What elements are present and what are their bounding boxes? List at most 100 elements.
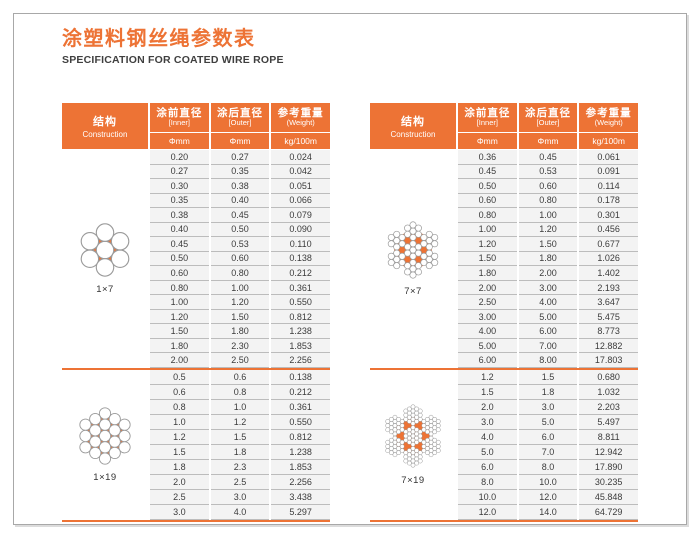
table-row: 0.40 0.50 0.090 xyxy=(150,222,331,238)
table-cell: 0.45 xyxy=(210,208,270,223)
table-cell: 0.550 xyxy=(271,295,331,310)
table-cell: 0.212 xyxy=(271,385,331,400)
table-cell: 1.80 xyxy=(518,251,578,267)
construction-header-zh: 结构 xyxy=(93,116,117,128)
table-cell: 30.235 xyxy=(579,475,639,490)
table-cell: 1.50 xyxy=(210,309,270,325)
construction-cell: 7×19 xyxy=(370,370,456,520)
table-cell: 3.0 xyxy=(458,415,517,430)
column-header-en: [Outer] xyxy=(228,118,252,128)
table-cell: 17.803 xyxy=(579,353,639,368)
table-cell: 5.00 xyxy=(518,309,578,325)
table-row: 2.00 3.00 2.193 xyxy=(458,280,639,296)
table-cell: 1.026 xyxy=(579,251,639,267)
table-cell: 5.00 xyxy=(458,338,517,354)
table-row: 3.0 5.0 5.497 xyxy=(458,415,639,430)
wire-rope-diagram-7x7 xyxy=(384,221,442,279)
table-cell: 2.3 xyxy=(210,460,270,475)
table-cell: 0.456 xyxy=(579,222,639,238)
table-row: 0.35 0.40 0.066 xyxy=(150,193,331,209)
table-row: 1.20 1.50 0.677 xyxy=(458,237,639,252)
table-cell: 6.00 xyxy=(458,353,517,368)
table-cell: 1.5 xyxy=(458,385,517,400)
table-cell: 0.301 xyxy=(579,208,639,223)
table-cell: 4.0 xyxy=(458,430,517,445)
wire-rope-diagram-1x19 xyxy=(76,407,134,465)
table-cell: 1.8 xyxy=(150,460,209,475)
table-row: 12.0 14.0 64.729 xyxy=(458,505,639,520)
table-row: 1.50 1.80 1.238 xyxy=(150,324,331,339)
table-cell: 1.50 xyxy=(150,324,209,339)
table-row: 6.00 8.00 17.803 xyxy=(458,353,639,368)
table-cell: 7.00 xyxy=(518,338,578,354)
table-header: 结构 Construction 涂前直径 [Inner] Φmm 涂后直径 [Outer] Φ… xyxy=(370,103,639,149)
table-cell: 0.812 xyxy=(271,430,331,445)
table-row: 0.45 0.53 0.110 xyxy=(150,237,331,252)
column-header-title: 涂后直径 [Outer] xyxy=(518,103,578,133)
table-row: 0.38 0.45 0.079 xyxy=(150,208,331,223)
column-header-zh: 涂前直径 xyxy=(464,107,511,120)
table-row: 0.80 1.00 0.301 xyxy=(458,208,639,223)
table-cell: 1.80 xyxy=(210,324,270,339)
column-header: 涂后直径 [Outer] Φmm xyxy=(210,103,270,149)
table-cell: 0.680 xyxy=(579,370,639,385)
column-header-en: [Outer] xyxy=(536,118,560,128)
data-rows: 0.36 0.45 0.061 0.45 0.53 0.091 0.50 0.60 0.114 0… xyxy=(458,150,639,368)
table-cell: 0.061 xyxy=(579,150,639,165)
table-cell: 0.110 xyxy=(271,237,331,252)
wire-rope-diagram-1x7 xyxy=(78,223,132,277)
table-cell: 2.5 xyxy=(150,490,209,505)
table-cell: 2.30 xyxy=(210,338,270,354)
table-row: 0.60 0.80 0.178 xyxy=(458,193,639,209)
table-cell: 0.361 xyxy=(271,280,331,296)
table-cell: 0.80 xyxy=(210,266,270,281)
table-cell: 1.8 xyxy=(210,445,270,460)
data-rows: 0.20 0.27 0.024 0.27 0.35 0.042 0.30 0.38 0.051 0… xyxy=(150,150,331,368)
table-row: 1.0 1.2 0.550 xyxy=(150,415,331,430)
page-title: 涂塑料钢丝绳参数表 xyxy=(62,28,256,50)
table-cell: 8.811 xyxy=(579,430,639,445)
data-rows: 1.2 1.5 0.680 1.5 1.8 1.032 2.0 3.0 2.203 3.0 5.0 5… xyxy=(458,370,639,520)
column-header-en: (Weight) xyxy=(286,118,315,128)
table-cell: 0.178 xyxy=(579,193,639,209)
table-cell: 1.2 xyxy=(210,415,270,430)
table-cell: 0.38 xyxy=(150,208,209,223)
table-row: 1.5 1.8 1.032 xyxy=(458,385,639,400)
column-unit-label: kg/100m xyxy=(284,136,317,146)
table-row: 5.00 7.00 12.882 xyxy=(458,338,639,354)
table-cell: 0.40 xyxy=(150,222,209,238)
table-cell: 0.60 xyxy=(458,193,517,209)
table-row: 4.0 6.0 8.811 xyxy=(458,430,639,445)
content-frame xyxy=(13,13,687,525)
table-cell: 1.80 xyxy=(458,266,517,281)
table-cell: 1.20 xyxy=(518,222,578,238)
column-header: 涂前直径 [Inner] Φmm xyxy=(150,103,209,149)
table-cell: 6.0 xyxy=(518,430,578,445)
table-cell: 0.138 xyxy=(271,251,331,267)
table-cell: 6.00 xyxy=(518,324,578,339)
construction-cell: 1×19 xyxy=(62,370,148,520)
table-cell: 0.042 xyxy=(271,164,331,180)
construction-header-en: Construction xyxy=(390,130,436,139)
table-row: 0.36 0.45 0.061 xyxy=(458,150,639,165)
table-cell: 0.024 xyxy=(271,150,331,165)
table-row: 0.60 0.80 0.212 xyxy=(150,266,331,281)
construction-cell: 1×7 xyxy=(62,150,148,368)
table-cell: 1.00 xyxy=(518,208,578,223)
table-section: 1×7 0.20 0.27 0.024 0.27 0.35 0.042 0.30 0.38 0.0… xyxy=(62,150,331,368)
column-header: 涂后直径 [Outer] Φmm xyxy=(518,103,578,149)
table-row: 2.0 2.5 2.256 xyxy=(150,475,331,490)
table-cell: 0.60 xyxy=(518,179,578,194)
table-cell: 0.50 xyxy=(458,179,517,194)
table-row: 3.0 4.0 5.297 xyxy=(150,505,331,520)
construction-column-header: 结构 Construction xyxy=(370,103,456,149)
table-section: 7×19 1.2 1.5 0.680 1.5 1.8 1.032 2.0 3.0 2.203 3.0… xyxy=(370,370,639,520)
table-row: 8.0 10.0 30.235 xyxy=(458,475,639,490)
table-cell: 0.8 xyxy=(150,400,209,415)
table-cell: 1.0 xyxy=(210,400,270,415)
table-cell: 12.0 xyxy=(518,490,578,505)
table-cell: 7.0 xyxy=(518,445,578,460)
table-cell: 1.50 xyxy=(458,251,517,267)
table-cell: 1.2 xyxy=(150,430,209,445)
table-cell: 1.853 xyxy=(271,460,331,475)
